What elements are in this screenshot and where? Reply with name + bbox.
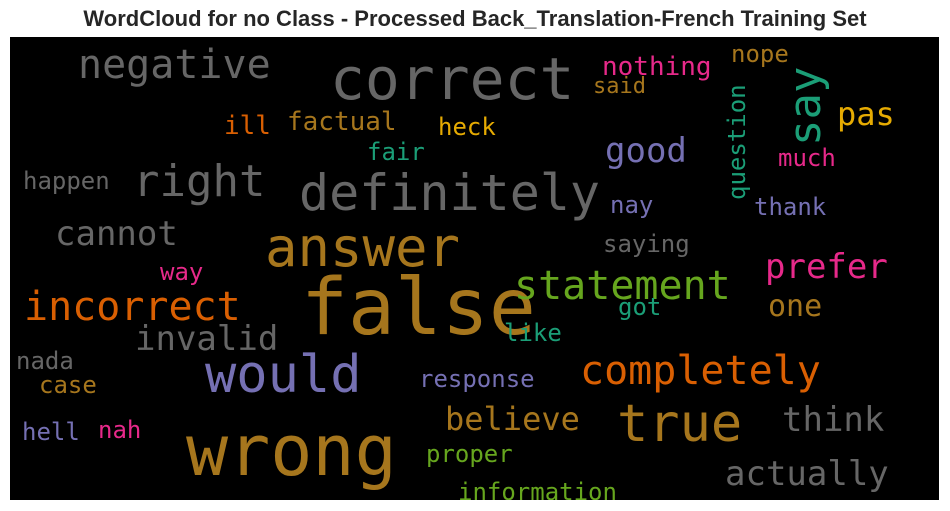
word-information: information [458, 478, 617, 500]
word-nay: nay [610, 191, 653, 219]
word-correct: correct [330, 45, 574, 113]
word-cannot: cannot [55, 214, 178, 254]
word-statement: statement [514, 263, 731, 309]
word-nope: nope [731, 40, 789, 68]
word-invalid: invalid [135, 319, 278, 359]
wordcloud-canvas: false wrong correct answer definitely would tr… [10, 37, 939, 500]
word-would: would [205, 345, 362, 405]
word-hell: hell [22, 418, 80, 446]
word-happen: happen [23, 167, 110, 195]
word-saying: saying [603, 230, 690, 258]
word-negative: negative [78, 42, 271, 88]
word-question: question [723, 84, 751, 200]
word-got: got [618, 293, 661, 321]
word-incorrect: incorrect [24, 284, 241, 330]
word-way: way [160, 258, 203, 286]
word-good: good [605, 131, 687, 171]
word-believe: believe [445, 400, 580, 438]
word-proper: proper [426, 440, 513, 468]
word-say: say [780, 67, 831, 146]
word-prefer: prefer [765, 247, 888, 287]
word-ill: ill [224, 111, 271, 141]
word-right: right [133, 156, 265, 207]
word-heck: heck [438, 113, 496, 141]
word-wrong: wrong [186, 410, 397, 492]
word-said: said [593, 74, 646, 99]
word-response: response [419, 365, 535, 393]
word-case: case [39, 371, 97, 399]
word-completely: completely [580, 348, 821, 394]
word-true: true [617, 394, 742, 454]
word-nothing: nothing [602, 52, 712, 82]
word-pas: pas [837, 95, 895, 133]
word-definitely: definitely [299, 164, 600, 222]
word-one: one [768, 289, 822, 324]
word-fair: fair [367, 138, 425, 166]
word-factual: factual [287, 107, 397, 137]
word-nah: nah [98, 416, 141, 444]
word-false: false [301, 263, 536, 353]
word-answer: answer [265, 216, 460, 279]
word-actually: actually [725, 454, 889, 494]
word-like: like [504, 319, 562, 347]
word-thank: thank [754, 193, 827, 221]
word-think: think [782, 400, 884, 440]
word-nada: nada [16, 347, 74, 375]
chart-title: WordCloud for no Class - Processed Back_… [83, 6, 867, 31]
word-much: much [778, 144, 836, 172]
